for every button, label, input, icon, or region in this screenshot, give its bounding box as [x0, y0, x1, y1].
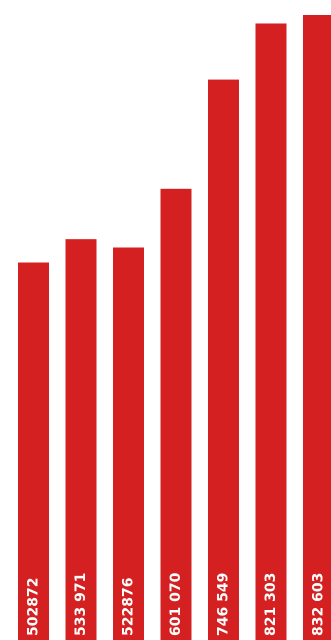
value-label: 821 303	[263, 573, 279, 636]
value-label: 832 603	[311, 573, 327, 636]
value-label: 522876	[121, 578, 137, 636]
value-label: 502872	[26, 578, 42, 636]
bar	[18, 262, 49, 640]
value-label: 601 070	[168, 572, 184, 636]
bar	[65, 239, 97, 640]
value-label: 533 971	[73, 573, 89, 636]
bar	[113, 247, 144, 640]
bar	[303, 15, 331, 640]
bar	[160, 188, 192, 640]
bar	[208, 79, 239, 640]
value-label: 746 549	[216, 573, 232, 636]
bar	[255, 23, 287, 640]
